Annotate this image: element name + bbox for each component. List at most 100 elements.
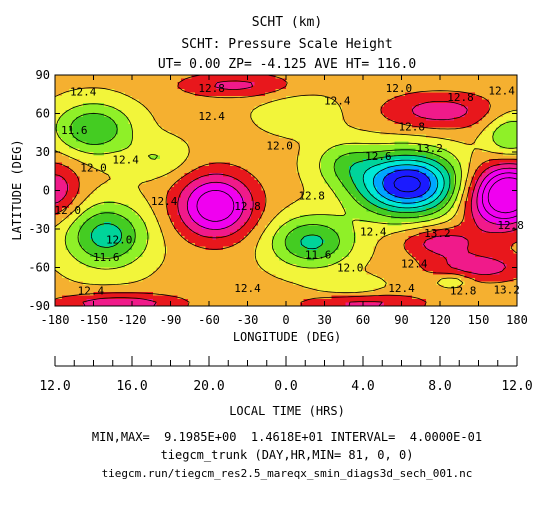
field-cell xyxy=(188,127,193,132)
field-cell xyxy=(366,120,371,125)
field-cell xyxy=(202,173,207,178)
field-cell xyxy=(128,92,133,97)
field-cell xyxy=(202,148,207,153)
field-cell xyxy=(436,120,441,125)
field-cell xyxy=(240,180,245,185)
field-cell xyxy=(118,204,123,209)
field-cell xyxy=(237,113,242,118)
field-cell xyxy=(160,152,165,157)
field-cell xyxy=(513,169,517,174)
field-cell xyxy=(307,113,312,118)
field-cell xyxy=(258,75,263,80)
field-cell xyxy=(412,75,417,80)
field-cell xyxy=(471,110,476,115)
field-cell xyxy=(272,113,277,118)
field-cell xyxy=(86,145,91,150)
field-cell xyxy=(363,197,368,202)
field-cell xyxy=(195,106,200,111)
field-cell xyxy=(377,99,382,104)
field-cell xyxy=(188,96,193,101)
field-cell xyxy=(237,138,242,143)
field-cell xyxy=(205,117,210,122)
field-cell xyxy=(146,134,151,139)
field-cell xyxy=(100,187,105,192)
field-cell xyxy=(65,131,70,136)
field-cell xyxy=(303,134,308,139)
field-cell xyxy=(135,197,140,202)
field-cell xyxy=(118,145,123,150)
field-cell xyxy=(447,131,452,136)
field-cell xyxy=(401,166,406,171)
field-cell xyxy=(499,134,504,139)
field-cell xyxy=(170,187,175,192)
field-cell xyxy=(296,190,301,195)
field-cell xyxy=(342,106,347,111)
field-cell xyxy=(296,134,301,139)
field-cell xyxy=(279,85,284,90)
field-cell xyxy=(454,148,459,153)
field-cell xyxy=(65,166,70,171)
field-cell xyxy=(342,201,347,206)
field-cell xyxy=(254,89,259,94)
field-cell xyxy=(321,106,326,111)
field-cell xyxy=(258,155,263,160)
field-cell xyxy=(163,92,168,97)
field-cell xyxy=(153,145,158,150)
field-cell xyxy=(198,183,203,188)
field-cell xyxy=(132,99,137,104)
field-cell xyxy=(317,110,322,115)
field-cell xyxy=(223,176,228,181)
field-cell xyxy=(471,82,476,87)
field-cell xyxy=(167,141,172,146)
field-cell xyxy=(93,173,98,178)
field-cell xyxy=(426,103,431,108)
field-cell xyxy=(163,180,168,185)
field-cell xyxy=(303,176,308,181)
field-cell xyxy=(296,159,301,164)
field-cell xyxy=(377,201,382,206)
field-cell xyxy=(296,138,301,143)
field-cell xyxy=(328,131,333,136)
field-cell xyxy=(387,180,392,185)
field-cell xyxy=(398,134,403,139)
field-cell xyxy=(335,82,340,87)
field-cell xyxy=(128,131,133,136)
field-cell xyxy=(153,120,158,125)
field-cell xyxy=(118,127,123,132)
field-cell xyxy=(93,113,98,118)
field-cell xyxy=(380,187,385,192)
field-cell xyxy=(338,117,343,122)
field-cell xyxy=(121,169,126,174)
field-cell xyxy=(380,169,385,174)
field-cell xyxy=(191,113,196,118)
field-cell xyxy=(279,99,284,104)
field-cell xyxy=(321,201,326,206)
field-cell xyxy=(373,194,378,199)
field-cell xyxy=(286,197,291,202)
field-cell xyxy=(478,124,483,129)
field-cell xyxy=(401,131,406,136)
field-cell xyxy=(363,155,368,160)
field-cell xyxy=(510,134,515,139)
field-cell xyxy=(149,85,154,90)
field-cell xyxy=(86,204,91,209)
field-cell xyxy=(62,124,67,129)
field-cell xyxy=(426,201,431,206)
field-cell xyxy=(97,201,102,206)
field-cell xyxy=(230,92,235,97)
field-cell xyxy=(345,197,350,202)
field-cell xyxy=(310,180,315,185)
field-cell xyxy=(324,134,329,139)
field-cell xyxy=(160,124,165,129)
field-cell xyxy=(426,106,431,111)
field-cell xyxy=(426,152,431,157)
field-cell xyxy=(198,103,203,108)
field-cell xyxy=(440,138,445,143)
field-cell xyxy=(328,148,333,153)
field-cell xyxy=(72,162,77,167)
field-cell xyxy=(412,187,417,192)
field-cell xyxy=(475,145,480,150)
field-cell xyxy=(69,159,74,164)
field-cell xyxy=(377,127,382,132)
field-cell xyxy=(485,169,490,174)
